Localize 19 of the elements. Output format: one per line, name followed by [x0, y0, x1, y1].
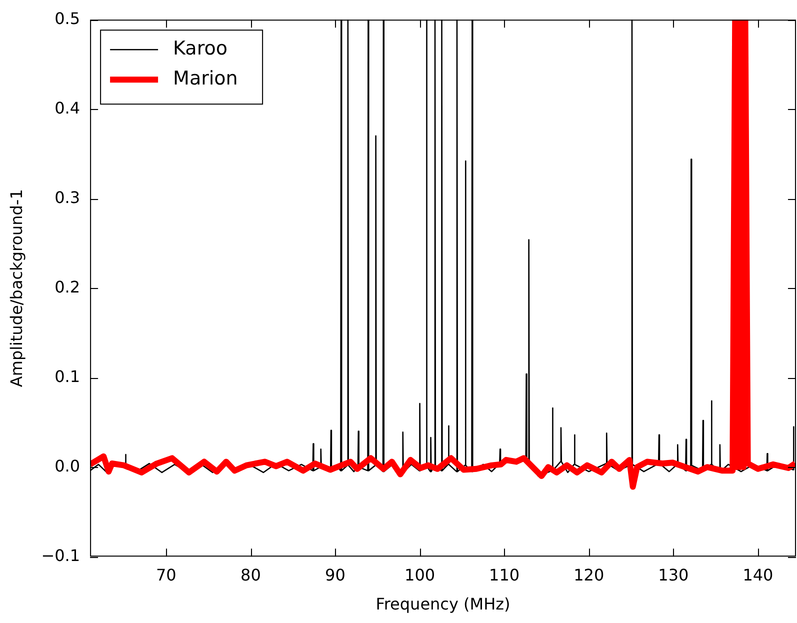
y-tick-label: 0.4 [54, 98, 80, 118]
x-tick-label: 100 [404, 565, 436, 584]
legend-label: Karoo [173, 38, 228, 60]
x-tick-label: 90 [325, 565, 346, 584]
y-tick-label: 0.3 [54, 188, 80, 207]
x-axis-title: Frequency (MHz) [376, 594, 510, 614]
legend-label: Marion [173, 68, 238, 90]
y-tick-label: −0.1 [41, 546, 80, 565]
y-tick-label: 0.0 [54, 456, 80, 476]
y-axis-title: Amplitude/background-1 [6, 189, 26, 388]
y-tick-label: 0.1 [54, 366, 80, 386]
x-tick-label: 130 [658, 565, 689, 584]
x-tick-label: 70 [156, 565, 176, 584]
x-tick-label: 110 [489, 565, 520, 584]
x-tick-label: 120 [574, 565, 604, 584]
y-tick-label: 0.2 [54, 277, 80, 296]
x-tick-label: 80 [240, 565, 261, 584]
y-tick-label: 0.5 [54, 8, 80, 28]
x-tick-label: 140 [742, 565, 774, 584]
